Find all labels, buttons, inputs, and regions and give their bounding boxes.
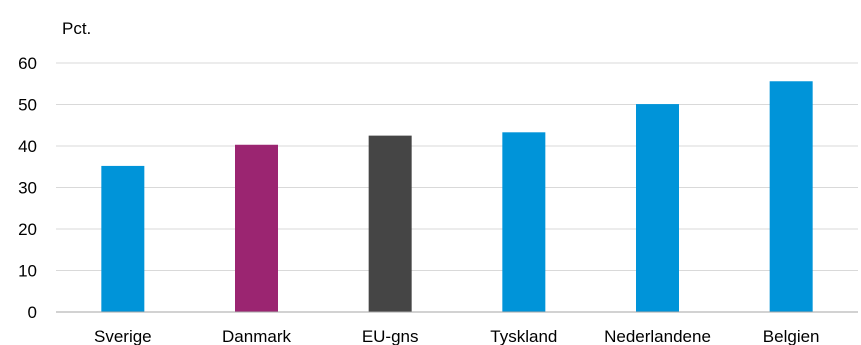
x-tick-label: Sverige: [94, 327, 152, 345]
gridlines: [56, 62, 858, 271]
bars: [101, 81, 813, 313]
bar-eu-gns: [368, 135, 412, 312]
y-axis-ticks: 0 10 20 30 40 50 60: [18, 54, 37, 322]
bar-sverige: [101, 165, 145, 312]
y-tick-label: 10: [18, 262, 37, 281]
y-tick-label: 30: [18, 179, 37, 198]
y-tick-label: 50: [18, 96, 37, 115]
x-axis-labels: Sverige Danmark EU-gns Tyskland Nederlandene…: [94, 327, 820, 345]
x-tick-label: EU-gns: [362, 327, 419, 345]
bar-nederlandene: [636, 104, 679, 313]
x-tick-label: Belgien: [763, 327, 820, 345]
y-unit-label: Pct.: [62, 19, 91, 38]
x-tick-label: Nederlandene: [604, 327, 711, 345]
y-tick-label: 60: [18, 54, 37, 73]
bar-belgien: [769, 81, 813, 312]
bar-danmark: [235, 144, 278, 312]
x-tick-label: Tyskland: [490, 327, 557, 345]
y-tick-label: 40: [18, 137, 37, 156]
x-tick-label: Danmark: [222, 327, 291, 345]
y-tick-label: 20: [18, 220, 37, 239]
y-tick-label: 0: [28, 303, 37, 322]
bar-tyskland: [502, 132, 546, 312]
